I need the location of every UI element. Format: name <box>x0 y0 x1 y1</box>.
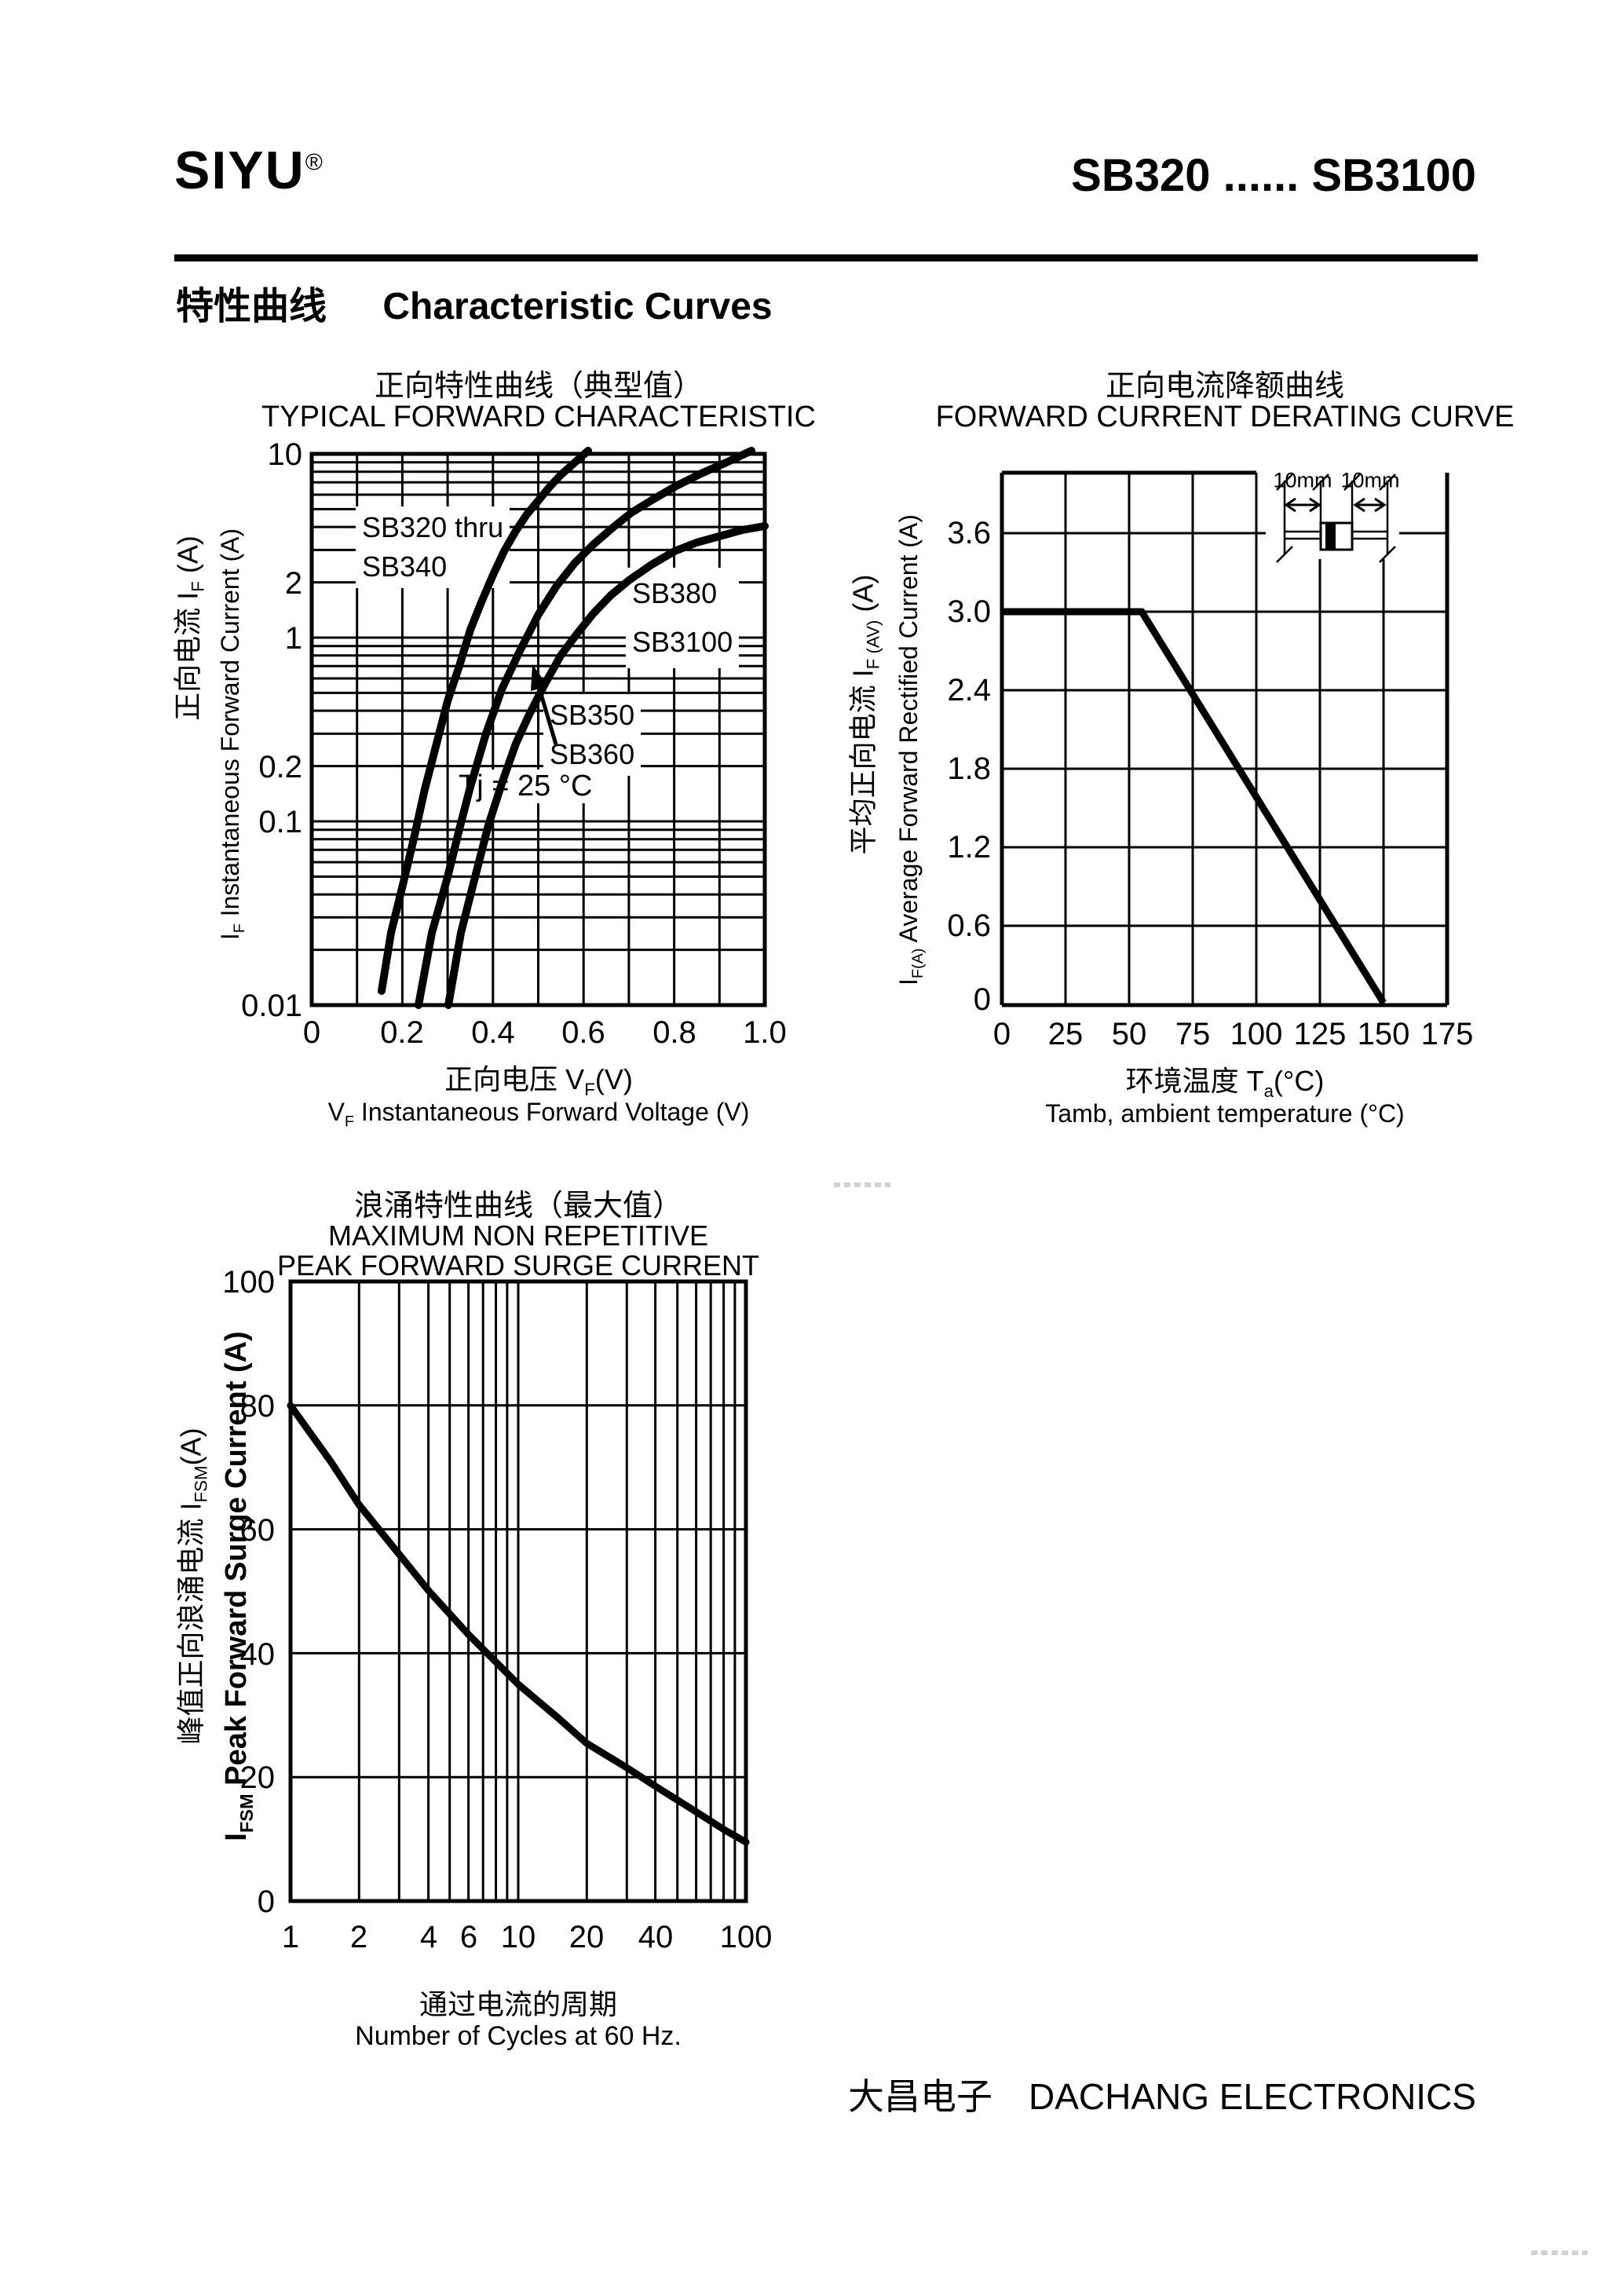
scan-artifact <box>834 1183 890 1187</box>
derating-xtick-50: 50 <box>1111 1017 1147 1051</box>
derating-ytick-0: 0 <box>973 982 991 1017</box>
surge-title-en-line1: MAXIMUM NON REPETITIVE <box>327 1219 709 1252</box>
derating-ytick-1_2: 1.2 <box>947 830 991 865</box>
derating-inset-dimension-left: 10mm <box>1273 468 1332 492</box>
fwd-xtick-0_2: 0.2 <box>380 1015 424 1050</box>
footer-company-en: DACHANG ELECTRONICS <box>1029 2076 1476 2117</box>
derating-xtick-25: 25 <box>1047 1017 1084 1051</box>
fwd-xtick-0_8: 0.8 <box>652 1015 696 1050</box>
surge-xtick-6: 6 <box>459 1920 478 1954</box>
fwd-xtick-0: 0 <box>302 1015 321 1050</box>
derating-ytick-2_4: 2.4 <box>947 673 991 707</box>
derating-ylabel-cn: 平均正向电流 IF (AV) (A) <box>846 574 883 855</box>
surge-ytick-40: 40 <box>239 1637 276 1672</box>
surge-chart-grid <box>288 1279 748 1903</box>
fwd-annotation-tj: Tj = 25 °C <box>454 770 598 803</box>
derating-ylabel-en: IF(A) Average Forward Rectified Current … <box>894 514 927 985</box>
surge-xtick-4: 4 <box>419 1920 438 1954</box>
fwd-ytick-2: 2 <box>284 566 302 601</box>
surge-curve <box>287 1402 750 1846</box>
section-title-cn: 特性曲线 <box>176 286 327 327</box>
derating-xtick-150: 150 <box>1357 1017 1410 1051</box>
footer-company: 大昌电子 DACHANG ELECTRONICS <box>848 2068 1476 2120</box>
derating-xlabel-cn: 环境温度 Ta(°C) <box>1125 1065 1325 1102</box>
derating-xtick-75: 75 <box>1175 1017 1211 1051</box>
fwd-title-cn: 正向特性曲线（典型值） <box>374 370 704 403</box>
surge-xtick-40: 40 <box>638 1920 674 1954</box>
derating-chart-grid <box>1000 470 1449 1007</box>
derating-ytick-1_8: 1.8 <box>947 751 991 786</box>
surge-title-cn: 浪涌特性曲线（最大值） <box>353 1190 683 1223</box>
surge-ylabel-cn: 峰值正向浪涌电流 IFSM(A) <box>174 1428 211 1745</box>
surge-xlabel-cn: 通过电流的周期 <box>419 1988 618 2020</box>
fwd-series-label-sb350-sb360: SB350 SB360 <box>543 694 642 776</box>
surge-ytick-0: 0 <box>257 1885 275 1919</box>
brand-logo: SIYU® <box>174 140 324 201</box>
fwd-ylabel-cn: 正向电流 IF (A) <box>171 536 208 721</box>
fwd-ytick-0_2: 0.2 <box>258 750 302 784</box>
fwd-ytick-0_1: 0.1 <box>258 805 302 839</box>
fwd-xtick-1_0: 1.0 <box>743 1015 787 1050</box>
derating-title-en: FORWARD CURRENT DERATING CURVE <box>935 400 1515 433</box>
derating-xtick-125: 125 <box>1293 1017 1347 1051</box>
surge-xtick-100: 100 <box>719 1920 773 1954</box>
derating-xtick-175: 175 <box>1420 1017 1474 1051</box>
fwd-title-en: TYPICAL FORWARD CHARACTERISTIC <box>261 400 816 433</box>
brand-text: SIYU <box>174 141 305 200</box>
surge-xtick-20: 20 <box>568 1920 605 1954</box>
scan-artifact <box>1531 2250 1588 2255</box>
surge-ytick-20: 20 <box>239 1760 276 1795</box>
surge-xtick-10: 10 <box>500 1920 536 1954</box>
derating-xtick-100: 100 <box>1230 1017 1283 1051</box>
fwd-series-label-sb320-sb340: SB320 thru SB340 <box>356 506 510 588</box>
part-range-title: SB320 ...... SB3100 <box>1071 150 1476 201</box>
fwd-xtick-0_6: 0.6 <box>561 1015 605 1050</box>
derating-inset-dimension-right: 10mm <box>1340 468 1400 492</box>
fwd-ylabel-en: IF Instantaneous Forward Current (A) <box>215 528 249 941</box>
section-title-en: Characteristic Curves <box>382 286 773 327</box>
fwd-series-label-sb380-sb3100: SB380 SB3100 <box>626 568 740 668</box>
derating-ytick-3_6: 3.6 <box>947 516 991 550</box>
fwd-ytick-10: 10 <box>267 437 303 472</box>
surge-xtick-1: 1 <box>281 1920 300 1954</box>
derating-xlabel-en: Tamb, ambient temperature (°C) <box>1045 1099 1405 1128</box>
surge-title-en-line2: PEAK FORWARD SURGE CURRENT <box>276 1249 760 1281</box>
fwd-ytick-0_01: 0.01 <box>241 989 302 1023</box>
fwd-xlabel-cn: 正向电压 VF(V) <box>444 1063 633 1100</box>
fwd-ytick-1: 1 <box>284 621 302 656</box>
fwd-xtick-0_4: 0.4 <box>471 1015 515 1050</box>
surge-xlabel-en: Number of Cycles at 60 Hz. <box>355 2021 682 2051</box>
derating-ytick-3_0: 3.0 <box>947 594 991 629</box>
header-rule <box>174 254 1478 261</box>
derating-ytick-0_6: 0.6 <box>947 909 991 943</box>
surge-ylabel-en: IFSM Peak Forward Surge Current (A) <box>220 1331 257 1841</box>
derating-title-cn: 正向电流降额曲线 <box>1105 370 1345 403</box>
fwd-xlabel-en: VF Instantaneous Forward Voltage (V) <box>327 1098 750 1131</box>
surge-xtick-2: 2 <box>349 1920 368 1954</box>
surge-ytick-100: 100 <box>222 1265 275 1300</box>
surge-ytick-60: 60 <box>239 1513 276 1548</box>
registered-trademark-icon: ® <box>305 149 324 176</box>
surge-ytick-80: 80 <box>239 1389 276 1424</box>
derating-xtick-0: 0 <box>992 1017 1011 1051</box>
section-title: 特性曲线 Characteristic Curves <box>176 275 773 330</box>
diode-lead-inset <box>1276 473 1396 563</box>
footer-company-cn: 大昌电子 <box>848 2076 992 2117</box>
derating-curve <box>1002 608 1387 1005</box>
